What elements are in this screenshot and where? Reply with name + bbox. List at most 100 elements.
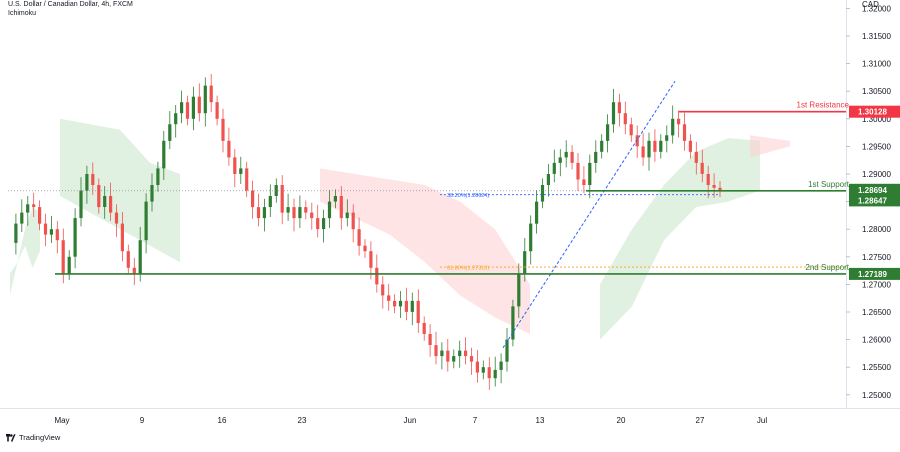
candle-body (97, 185, 101, 208)
candle-body (475, 361, 479, 373)
candle-body (26, 204, 30, 213)
candle-body (251, 190, 255, 208)
candle-body (91, 174, 95, 185)
candle-body (665, 135, 669, 141)
candle-body (398, 300, 403, 307)
candle-body (197, 96, 201, 114)
candle-body (700, 162, 704, 174)
candle-body (132, 267, 136, 274)
trendline (502, 80, 676, 349)
candle-body (517, 273, 521, 307)
candle-body (469, 356, 474, 362)
candle-body (85, 174, 89, 191)
candle-body (576, 162, 580, 180)
candle-body (339, 196, 343, 219)
x-tick-label: May (54, 416, 69, 425)
candle-body (109, 196, 113, 213)
candle-body (712, 185, 716, 188)
candle-body (623, 113, 627, 125)
candle-body (298, 207, 302, 219)
candle-body (546, 174, 550, 185)
y-tick-label: 1.31000 (862, 60, 891, 69)
candle-body (682, 124, 687, 141)
x-tick-label: 16 (218, 416, 227, 425)
y-tick-label: 1.25500 (862, 363, 891, 372)
x-tick-label: 20 (617, 416, 626, 425)
candle-body (588, 162, 592, 185)
candle-body (416, 300, 420, 323)
candle-body (103, 196, 107, 207)
candle-body (523, 251, 527, 274)
candle-body (493, 369, 497, 379)
tradingview-logo: TradingView (6, 433, 60, 442)
tradingview-brand: TradingView (19, 433, 61, 442)
candle-body (191, 96, 195, 119)
candle-body (422, 323, 426, 334)
candle-body (452, 356, 456, 362)
candle-body (144, 201, 148, 241)
candle-body (410, 300, 414, 312)
candle-body (168, 124, 172, 141)
candle-body (304, 207, 308, 213)
candle-body (209, 85, 213, 103)
candle-body (333, 196, 337, 202)
candle-body (617, 102, 621, 114)
candle-body (600, 140, 604, 152)
price-tag-label: 1.27189 (858, 270, 887, 279)
candle-body (256, 207, 261, 219)
candle-body (594, 151, 598, 163)
candle-body (180, 102, 184, 114)
candle-body (233, 157, 237, 174)
y-tick-label: 1.29500 (862, 142, 891, 151)
candle-body (641, 146, 645, 158)
x-tick-label: 27 (696, 416, 705, 425)
candle-body (345, 212, 349, 219)
candle-body (262, 207, 266, 219)
candle-body (718, 187, 722, 191)
level-label: 1st Support (808, 180, 850, 189)
y-tick-label: 1.26500 (862, 308, 891, 317)
candle-body (292, 207, 296, 219)
candle-body (552, 162, 556, 174)
candle-body (688, 140, 692, 152)
candle-body (185, 102, 190, 119)
candle-body (322, 218, 326, 230)
y-tick-label: 1.25000 (862, 391, 891, 400)
candle-body (694, 151, 698, 163)
candle-body (280, 185, 284, 213)
tradingview-logo-icon (6, 433, 16, 442)
candle-body (570, 151, 574, 163)
candle-body (227, 140, 231, 158)
candle-body (55, 229, 59, 241)
y-tick-label: 1.32000 (862, 4, 891, 13)
candle-body (162, 140, 166, 169)
candle-body (79, 190, 83, 219)
x-tick-label: 9 (140, 416, 145, 425)
candle-body (268, 196, 272, 207)
price-tag (849, 183, 900, 196)
candle-body (582, 179, 586, 185)
candle-body (464, 350, 468, 357)
indicator-label: Ichimoku (8, 10, 37, 17)
ichimoku-cloud-red (750, 135, 790, 158)
y-tick-label: 1.30500 (862, 87, 891, 96)
candle-body (239, 168, 243, 174)
candle-body (375, 267, 379, 285)
price-tag (849, 194, 900, 207)
candle-body (316, 218, 320, 230)
candle-body (535, 201, 539, 224)
candle-body (114, 212, 119, 224)
candle-body (327, 201, 332, 219)
candle-body (138, 240, 142, 274)
candle-body (351, 212, 355, 230)
candle-body (540, 185, 545, 202)
candle-body (481, 367, 485, 373)
candle-body (611, 102, 616, 125)
candle-body (43, 223, 48, 235)
candle-body (67, 256, 71, 274)
candle-body (221, 118, 225, 141)
candle-body (671, 118, 675, 136)
candle-body (126, 251, 130, 268)
candle-body (363, 245, 367, 252)
